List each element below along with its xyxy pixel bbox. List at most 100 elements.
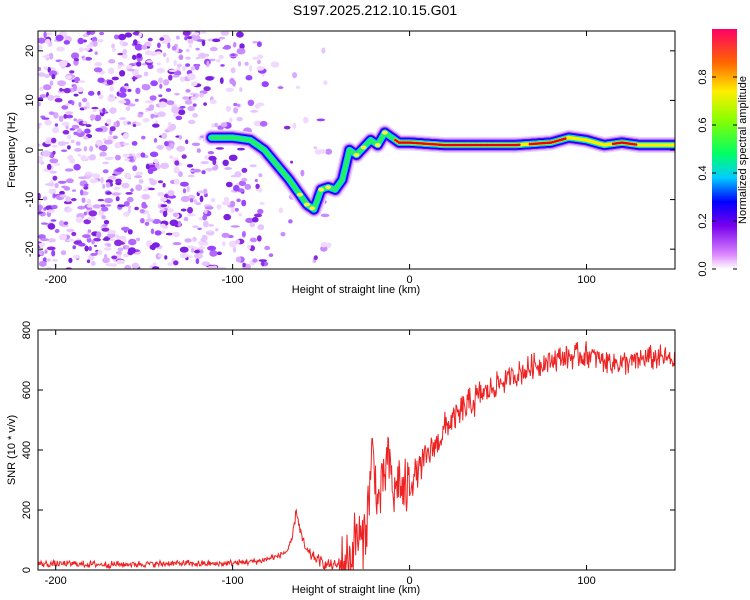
noise-speckle bbox=[103, 247, 112, 251]
noise-speckle bbox=[64, 168, 74, 172]
noise-speckle bbox=[222, 159, 229, 166]
noise-speckle bbox=[326, 242, 332, 248]
noise-speckle bbox=[135, 184, 143, 191]
noise-speckle bbox=[77, 153, 82, 157]
ridge-peak bbox=[480, 143, 484, 147]
noise-speckle bbox=[132, 165, 138, 172]
noise-speckle bbox=[89, 114, 96, 120]
noise-speckle bbox=[280, 232, 286, 237]
noise-speckle bbox=[97, 90, 101, 96]
noise-speckle bbox=[60, 250, 67, 256]
noise-speckle bbox=[111, 255, 118, 260]
noise-speckle bbox=[241, 177, 248, 182]
noise-speckle bbox=[208, 224, 214, 227]
noise-speckle bbox=[38, 72, 46, 77]
noise-speckle bbox=[51, 145, 58, 148]
noise-speckle bbox=[175, 115, 183, 121]
colorbar-tick-label: 0.6 bbox=[697, 117, 709, 132]
noise-speckle bbox=[128, 238, 137, 246]
noise-speckle bbox=[38, 101, 41, 107]
noise-speckle bbox=[200, 31, 207, 34]
noise-speckle bbox=[43, 31, 47, 39]
ridge-peak bbox=[477, 143, 480, 147]
ridge-peak bbox=[459, 143, 463, 147]
noise-speckle bbox=[53, 95, 61, 98]
y-tick-label: 600 bbox=[21, 381, 33, 399]
ridge-blob bbox=[296, 192, 303, 197]
x-tick-label: 0 bbox=[407, 274, 413, 286]
ridge-peak bbox=[457, 143, 461, 147]
noise-speckle bbox=[190, 96, 198, 101]
noise-speckle bbox=[241, 167, 248, 173]
noise-speckle bbox=[290, 160, 294, 164]
noise-speckle bbox=[204, 168, 214, 171]
noise-speckle bbox=[103, 139, 113, 145]
noise-speckle bbox=[85, 171, 92, 175]
noise-speckle bbox=[97, 39, 104, 43]
ridge-peak bbox=[503, 143, 507, 147]
noise-speckle bbox=[58, 60, 68, 67]
noise-speckle bbox=[225, 87, 234, 93]
noise-speckle bbox=[143, 188, 149, 192]
noise-speckle bbox=[91, 239, 95, 245]
noise-speckle bbox=[51, 258, 59, 262]
noise-speckle bbox=[83, 219, 91, 225]
noise-speckle bbox=[48, 70, 58, 77]
noise-speckle bbox=[145, 240, 153, 247]
snr-series-line bbox=[38, 341, 675, 570]
noise-speckle bbox=[96, 231, 102, 239]
noise-speckle bbox=[183, 216, 189, 222]
noise-speckle bbox=[197, 241, 205, 244]
noise-speckle bbox=[134, 98, 139, 102]
ridge-peak bbox=[487, 143, 491, 147]
noise-speckle bbox=[115, 168, 124, 173]
noise-speckle bbox=[230, 225, 240, 228]
noise-speckle bbox=[232, 80, 236, 87]
y-tick-label: 400 bbox=[21, 441, 33, 459]
noise-speckle bbox=[52, 175, 58, 181]
noise-speckle bbox=[172, 242, 182, 246]
noise-speckle bbox=[176, 145, 186, 152]
noise-speckle bbox=[323, 80, 328, 86]
noise-speckle bbox=[115, 178, 122, 184]
noise-speckle bbox=[38, 204, 43, 211]
ridge-peak bbox=[404, 141, 408, 144]
noise-speckle bbox=[277, 86, 284, 89]
noise-speckle bbox=[283, 125, 291, 130]
noise-speckle bbox=[209, 99, 217, 104]
noise-speckle bbox=[229, 200, 236, 208]
noise-speckle bbox=[237, 147, 245, 151]
noise-speckle bbox=[78, 242, 86, 247]
noise-speckle bbox=[224, 167, 233, 170]
noise-speckle bbox=[163, 52, 167, 57]
ridge-peak bbox=[512, 143, 516, 147]
noise-speckle bbox=[117, 204, 126, 208]
noise-speckle bbox=[182, 31, 191, 36]
noise-speckle bbox=[313, 146, 318, 150]
noise-speckle bbox=[152, 266, 160, 269]
noise-speckle bbox=[184, 238, 192, 243]
noise-speckle bbox=[160, 197, 168, 202]
noise-speckle bbox=[186, 48, 190, 53]
noise-speckle bbox=[191, 142, 201, 146]
ridge-peak bbox=[518, 143, 521, 147]
noise-speckle bbox=[198, 246, 205, 250]
noise-speckle bbox=[212, 38, 221, 43]
noise-speckle bbox=[113, 186, 120, 191]
noise-speckle bbox=[127, 205, 132, 209]
noise-speckle bbox=[38, 158, 43, 164]
noise-speckle bbox=[171, 106, 180, 114]
noise-speckle bbox=[131, 262, 140, 269]
noise-speckle bbox=[169, 155, 174, 159]
spectrogram-ylabel: Frequency (Hz) bbox=[6, 112, 18, 188]
noise-speckle bbox=[93, 244, 98, 248]
noise-speckle bbox=[107, 95, 116, 102]
noise-speckle bbox=[51, 137, 57, 144]
noise-speckle bbox=[184, 99, 193, 105]
noise-speckle bbox=[158, 253, 163, 258]
noise-speckle bbox=[160, 162, 169, 169]
noise-speckle bbox=[97, 77, 105, 83]
noise-speckle bbox=[191, 247, 194, 253]
ridge-peak bbox=[493, 143, 496, 147]
